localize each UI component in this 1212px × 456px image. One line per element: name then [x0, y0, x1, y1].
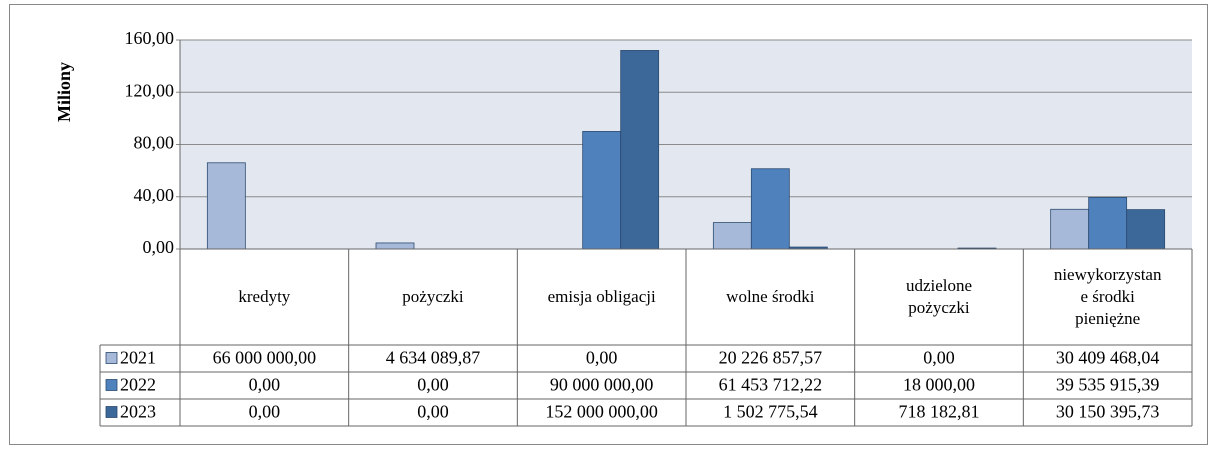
table-value: 39 535 915,39: [1056, 375, 1160, 395]
bar: [207, 163, 245, 249]
table-value: 30 409 468,04: [1056, 348, 1160, 368]
category-cell: wolne środki: [686, 249, 855, 345]
x-tick-label: udzielone pożyczki: [855, 249, 1024, 345]
table-value: 152 000 000,00: [545, 402, 658, 422]
x-tick-label: emisja obligacji: [517, 249, 686, 345]
bar: [1127, 210, 1165, 249]
table-value: 1 502 775,54: [723, 402, 818, 422]
y-tick-label: 160,00: [125, 28, 175, 48]
table-value: 0,00: [249, 402, 281, 422]
table-value: 0,00: [249, 375, 281, 395]
x-tick-label: kredyty: [180, 249, 349, 345]
x-tick-label: pożyczki: [349, 249, 518, 345]
legend-label: 2021: [120, 348, 156, 368]
y-tick-label: 0,00: [143, 237, 175, 257]
legend-key: [106, 380, 117, 391]
table-value: 0,00: [417, 375, 449, 395]
table-value: 18 000,00: [903, 375, 975, 395]
legend-label: 2023: [120, 402, 156, 422]
table-value: 90 000 000,00: [550, 375, 654, 395]
y-axis-title: Miliony: [54, 62, 74, 122]
y-tick-label: 120,00: [125, 80, 175, 100]
bar: [583, 131, 621, 249]
bar: [1051, 209, 1089, 249]
bar: [713, 223, 751, 249]
legend-label: 2022: [120, 375, 156, 395]
category-cell: kredyty: [180, 249, 349, 345]
y-tick-label: 80,00: [134, 133, 175, 153]
y-tick-label: 40,00: [134, 185, 175, 205]
table-value: 0,00: [417, 402, 449, 422]
table-value: 0,00: [923, 348, 955, 368]
x-tick-label: niewykorzystane środki pieniężne: [1023, 249, 1192, 345]
legend-key: [106, 407, 117, 418]
table-value: 0,00: [586, 348, 618, 368]
table-value: 61 453 712,22: [719, 375, 823, 395]
table-value: 718 182,81: [899, 402, 980, 422]
legend-key: [106, 353, 117, 364]
category-cell: pożyczki: [349, 249, 518, 345]
x-tick-label: wolne środki: [686, 249, 855, 345]
table-value: 66 000 000,00: [213, 348, 317, 368]
bar: [1089, 197, 1127, 249]
table-value: 20 226 857,57: [719, 348, 823, 368]
table-value: 4 634 089,87: [386, 348, 481, 368]
bar: [751, 169, 789, 249]
category-cell: niewykorzystane środki pieniężne: [1023, 249, 1192, 345]
category-cell: udzielone pożyczki: [855, 249, 1024, 345]
table-value: 30 150 395,73: [1056, 402, 1160, 422]
category-cell: emisja obligacji: [517, 249, 686, 345]
bar: [621, 50, 659, 249]
